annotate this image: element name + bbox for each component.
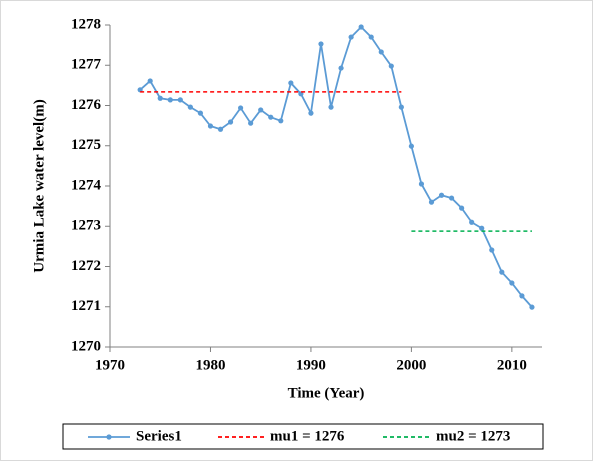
data-point [489,247,495,253]
y-tick-label: 1277 [71,57,102,73]
data-point [177,97,183,103]
data-point [268,114,274,120]
data-point [469,219,475,225]
x-tick-label: 1990 [296,357,326,373]
data-point [348,34,354,40]
data-point [248,120,254,126]
legend-label: Series1 [136,428,182,444]
data-point [408,143,414,149]
y-tick-label: 1275 [71,137,101,153]
data-point [529,304,535,310]
data-point [147,78,153,84]
legend-marker [106,434,112,440]
data-point [308,110,314,116]
data-point [278,118,284,124]
legend-box [62,423,544,450]
x-tick-label: 2010 [497,357,527,373]
data-point [368,34,374,40]
data-point [459,205,465,211]
data-point [318,41,324,47]
data-point [328,104,334,110]
data-point [388,63,394,69]
y-tick-label: 1272 [71,258,101,274]
legend-label: mu2 = 1273 [436,428,510,444]
y-tick-label: 1278 [71,16,101,32]
data-point [217,126,224,132]
data-point [157,95,163,101]
data-point [509,280,515,286]
x-axis-title: Time (Year) [288,385,365,401]
y-tick-label: 1273 [71,218,101,234]
data-point [378,49,384,55]
y-tick-label: 1274 [71,177,102,193]
data-point [258,107,264,113]
data-point [398,104,404,110]
data-point [479,225,485,231]
y-tick-label: 1276 [71,97,102,113]
y-tick-label: 1271 [71,298,101,314]
data-point [187,104,193,110]
data-point [358,24,364,30]
y-tick-label: 1270 [71,338,101,354]
x-tick-label: 2000 [396,357,426,373]
data-point [428,199,435,205]
x-tick-label: 1980 [195,357,225,373]
series-line [139,25,533,308]
x-tick-label: 1970 [95,357,125,373]
data-point [288,80,294,86]
data-point [438,192,445,198]
data-point [499,269,505,275]
data-point [197,110,204,116]
data-point [338,65,344,71]
legend-label: mu1 = 1276 [270,428,345,444]
data-point [238,105,244,111]
data-point [207,123,214,129]
data-point [448,195,455,201]
data-point [227,119,234,125]
data-point [167,97,173,103]
data-point [418,181,425,187]
y-axis-title: Urmia Lake water level(m) [31,99,47,272]
data-point [519,293,525,299]
